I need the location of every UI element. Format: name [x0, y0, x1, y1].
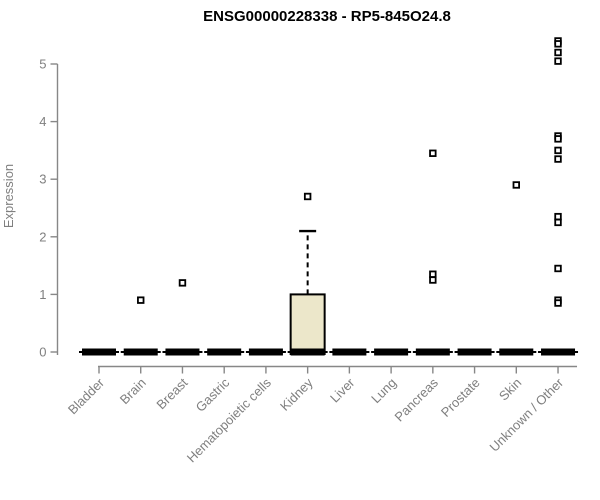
- x-tick-label: Prostate: [438, 375, 483, 420]
- outlier-point: [429, 149, 437, 157]
- outlier-point: [554, 57, 562, 65]
- zero-median-bar: [374, 348, 409, 356]
- x-tick-label: Pancreas: [392, 375, 442, 425]
- iqr-box: [289, 293, 326, 355]
- x-tick-label: Gastric: [193, 375, 233, 415]
- outlier-point: [554, 155, 562, 163]
- x-tick-label: Kidney: [277, 375, 316, 414]
- outlier-point: [137, 296, 145, 304]
- outlier-point: [554, 135, 562, 143]
- zero-median-bar: [165, 348, 200, 356]
- zero-median-bar: [248, 348, 283, 356]
- zero-median-bar: [541, 348, 576, 356]
- y-tick-label: 3: [39, 172, 46, 187]
- zero-median-bar: [82, 348, 116, 356]
- outlier-point: [554, 299, 562, 307]
- zero-median-bar: [457, 348, 492, 356]
- outlier-point: [429, 276, 437, 284]
- chart-title: ENSG00000228338 - RP5-845O24.8: [203, 8, 451, 25]
- y-tick-label: 0: [39, 345, 46, 360]
- outlier-point: [554, 146, 562, 155]
- outlier-point: [512, 181, 520, 189]
- outlier-point: [554, 40, 562, 48]
- zero-median-bar: [415, 348, 450, 356]
- zero-median-bar: [207, 348, 242, 356]
- x-tick-label: Lung: [368, 375, 399, 406]
- x-tick-label: Unknown / Other: [487, 375, 567, 455]
- outlier-point: [554, 218, 562, 227]
- zero-median-bar: [499, 348, 534, 356]
- x-tick-label: Skin: [496, 375, 524, 403]
- y-tick-label: 5: [39, 57, 46, 72]
- y-tick-label: 4: [39, 114, 46, 129]
- zero-median-bar: [123, 348, 158, 356]
- outlier-point: [429, 270, 437, 278]
- y-axis-label: Expression: [1, 164, 16, 228]
- outlier-point: [554, 264, 562, 273]
- zero-median-bar: [332, 348, 367, 356]
- y-tick-label: 1: [39, 287, 46, 302]
- x-tick-label: Liver: [327, 375, 358, 406]
- outlier-point: [303, 192, 312, 201]
- zero-median-bar: [290, 348, 325, 356]
- y-tick-label: 2: [39, 229, 46, 244]
- x-tick-label: Brain: [117, 375, 149, 407]
- outlier-point: [554, 212, 562, 221]
- boxes-group: [79, 37, 579, 356]
- outlier-point: [554, 48, 562, 57]
- x-tick-label: Bladder: [65, 375, 108, 418]
- outlier-point: [178, 279, 187, 287]
- x-tick-label: Breast: [153, 375, 190, 412]
